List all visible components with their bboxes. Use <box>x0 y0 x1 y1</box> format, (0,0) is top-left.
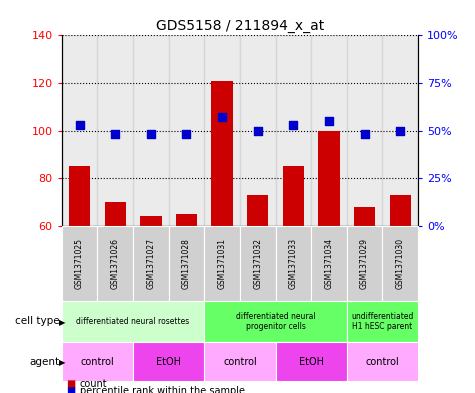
Text: cell type: cell type <box>15 316 59 326</box>
Point <box>218 114 226 121</box>
Bar <box>97 35 133 226</box>
Text: undifferentiated
H1 hESC parent: undifferentiated H1 hESC parent <box>351 312 414 331</box>
Text: GSM1371026: GSM1371026 <box>111 238 120 289</box>
Text: GSM1371029: GSM1371029 <box>360 238 369 289</box>
Text: ▶: ▶ <box>59 318 66 327</box>
Bar <box>318 130 340 226</box>
Bar <box>311 35 347 226</box>
Text: EtOH: EtOH <box>156 356 181 367</box>
Point <box>111 131 119 138</box>
Text: GSM1371027: GSM1371027 <box>146 238 155 289</box>
Bar <box>247 195 268 226</box>
Bar <box>204 35 240 226</box>
Text: GSM1371034: GSM1371034 <box>324 238 333 289</box>
Text: differentiated neural rosettes: differentiated neural rosettes <box>76 317 190 326</box>
Point <box>76 122 84 128</box>
Bar <box>354 207 375 226</box>
Text: count: count <box>80 379 107 389</box>
Point <box>325 118 332 124</box>
Bar <box>240 35 276 226</box>
Bar <box>390 195 411 226</box>
Point <box>254 127 261 134</box>
Bar <box>176 214 197 226</box>
Text: GSM1371032: GSM1371032 <box>253 238 262 289</box>
Point <box>289 122 297 128</box>
Text: percentile rank within the sample: percentile rank within the sample <box>80 386 245 393</box>
Text: GSM1371033: GSM1371033 <box>289 238 298 289</box>
Text: EtOH: EtOH <box>299 356 323 367</box>
Bar <box>104 202 126 226</box>
Text: ▶: ▶ <box>59 358 66 367</box>
Text: GSM1371025: GSM1371025 <box>75 238 84 289</box>
Text: ■: ■ <box>66 379 76 389</box>
Text: GSM1371031: GSM1371031 <box>218 238 227 289</box>
Point <box>361 131 369 138</box>
Bar <box>169 35 204 226</box>
Bar <box>276 35 311 226</box>
Point <box>147 131 155 138</box>
Text: agent: agent <box>29 356 59 367</box>
Text: control: control <box>223 356 257 367</box>
Bar <box>62 35 97 226</box>
Bar <box>347 35 382 226</box>
Text: differentiated neural
progenitor cells: differentiated neural progenitor cells <box>236 312 315 331</box>
Bar <box>283 166 304 226</box>
Text: GSM1371030: GSM1371030 <box>396 238 405 289</box>
Bar <box>382 35 418 226</box>
Point <box>182 131 190 138</box>
Bar <box>140 217 162 226</box>
Text: ■: ■ <box>66 386 76 393</box>
Bar <box>69 166 90 226</box>
Point <box>396 127 404 134</box>
Text: GSM1371028: GSM1371028 <box>182 238 191 289</box>
Text: control: control <box>80 356 114 367</box>
Bar <box>211 81 233 226</box>
Title: GDS5158 / 211894_x_at: GDS5158 / 211894_x_at <box>156 19 324 33</box>
Text: control: control <box>365 356 399 367</box>
Bar <box>133 35 169 226</box>
